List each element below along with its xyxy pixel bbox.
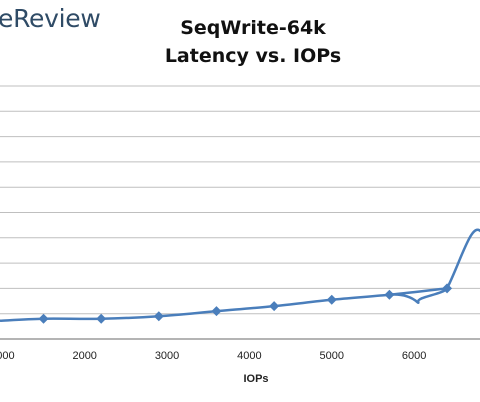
series-line-tail — [445, 228, 480, 289]
brand-logo-text: eReview — [0, 4, 101, 33]
chart-title: SeqWrite-64k — [180, 17, 326, 39]
data-point-marker — [153, 311, 164, 322]
data-point-marker — [269, 301, 280, 312]
series-markers — [38, 283, 453, 324]
x-tick-label: 2000 — [72, 350, 96, 362]
x-tick-label: 1000 — [0, 350, 15, 362]
x-axis-label: IOPs — [243, 373, 268, 385]
data-point-marker — [211, 306, 222, 317]
x-tick-label: 4000 — [237, 350, 261, 362]
x-tick-label: 6000 — [402, 350, 426, 362]
x-tick-label: 5000 — [320, 350, 344, 362]
x-tick-label: 3000 — [155, 350, 179, 362]
data-point-marker — [96, 313, 107, 324]
data-point-marker — [442, 283, 453, 294]
data-point-marker — [326, 294, 337, 305]
x-tick-labels: 1000 2000 3000 4000 5000 6000 — [0, 350, 426, 362]
series-line-dip — [389, 287, 449, 305]
data-point-marker — [384, 289, 395, 300]
chart-subtitle: Latency vs. IOPs — [164, 45, 342, 67]
series-line — [0, 287, 448, 323]
gridlines — [0, 85, 480, 340]
data-point-marker — [38, 313, 49, 324]
